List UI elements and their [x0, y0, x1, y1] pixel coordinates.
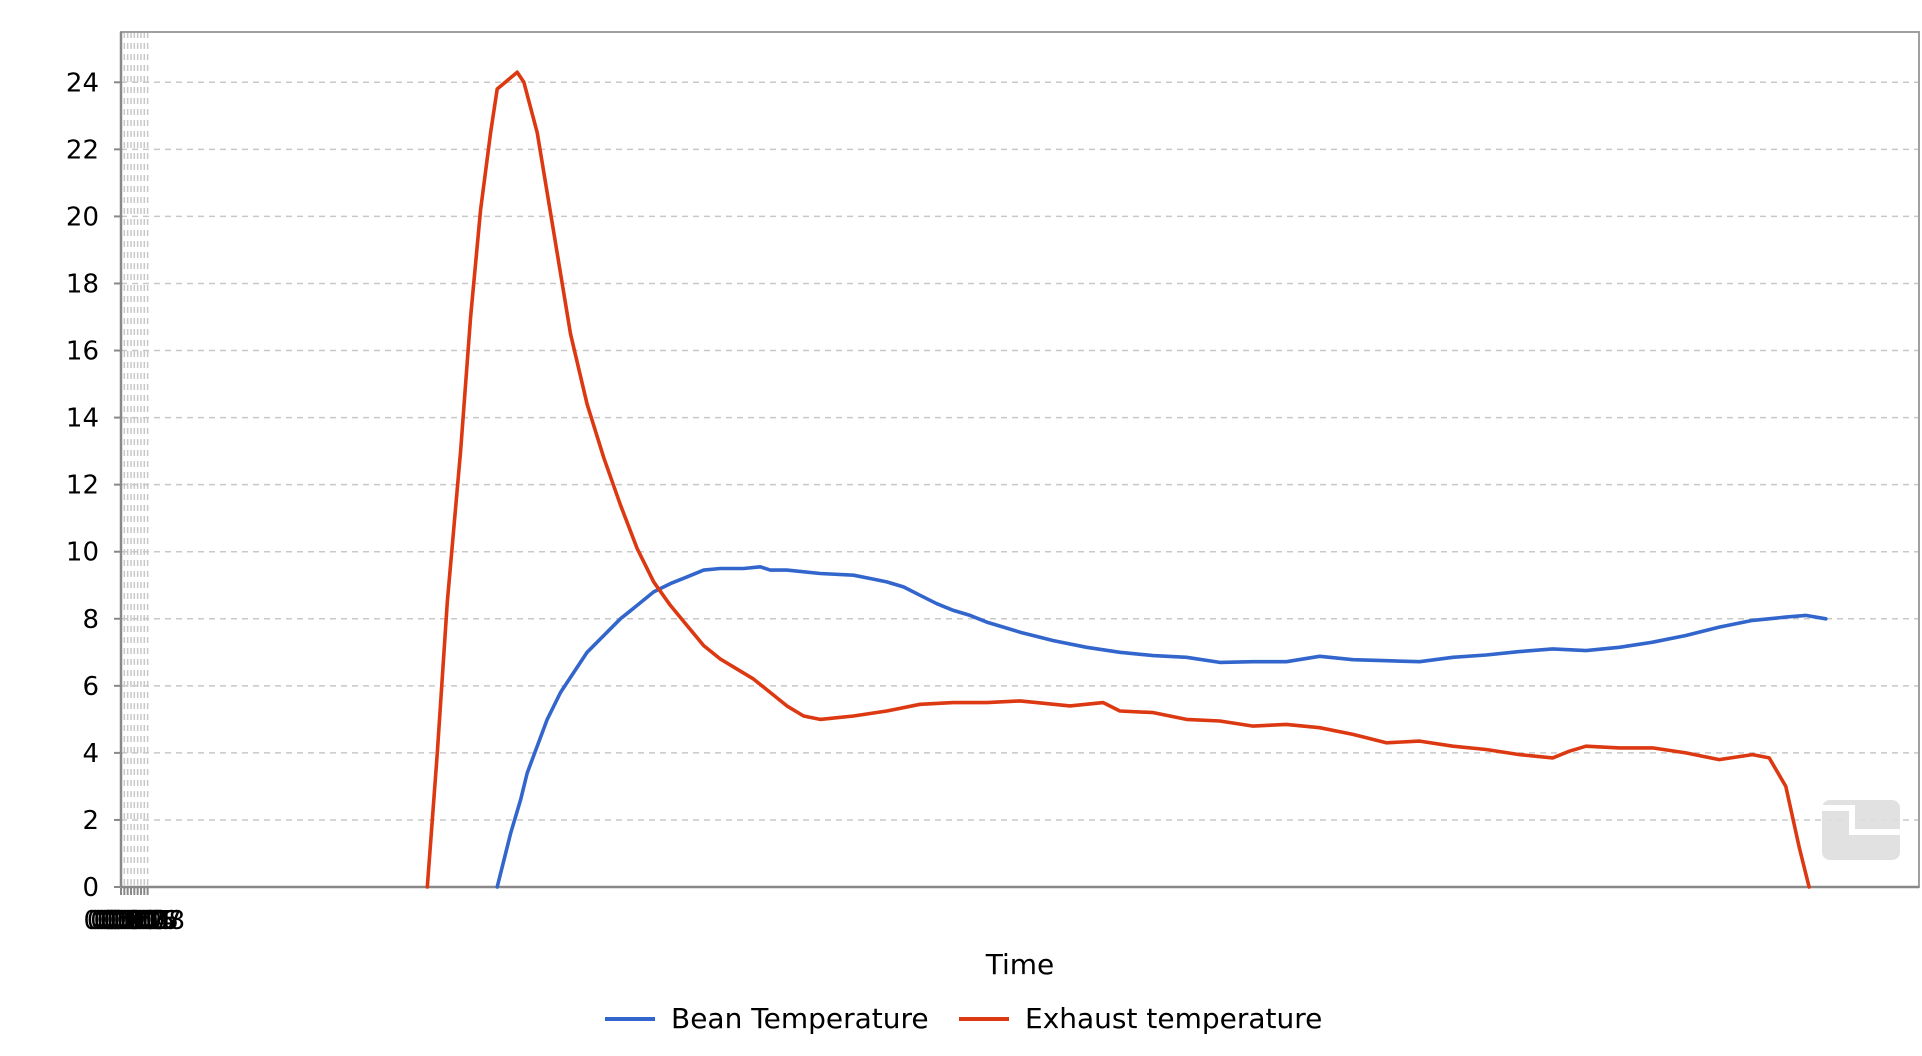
y-tick-label: 22 — [66, 135, 99, 165]
x-tick-label: 00:04 — [97, 906, 172, 936]
x-tick-label: 00:00 — [84, 906, 159, 936]
x-tick-label: 00:08 — [110, 906, 185, 936]
y-tick-label: 10 — [66, 538, 99, 568]
x-tick-label: 00:02 — [90, 906, 165, 936]
watermark-logo-icon — [1822, 800, 1900, 860]
x-tick-label: 00:06 — [104, 906, 179, 936]
series-line-1 — [425, 70, 1811, 889]
y-tick-label: 12 — [66, 471, 99, 501]
series-lines — [425, 70, 1828, 889]
y-tick-label: 16 — [66, 337, 99, 367]
series-line-0 — [495, 565, 1828, 889]
legend: Bean Temperature Exhaust temperature — [605, 1002, 1322, 1035]
y-tick-label: 4 — [82, 739, 99, 769]
legend-label: Exhaust temperature — [1025, 1002, 1322, 1035]
axes: 02468101214161820222400:0000:0100:0200:0… — [66, 31, 1920, 936]
x-tick-label: 00:07 — [107, 906, 182, 936]
x-tick-label: 00:03 — [94, 906, 169, 936]
y-tick-label: 0 — [82, 873, 99, 903]
legend-label: Bean Temperature — [671, 1002, 929, 1035]
x-tick-label: 00:01 — [87, 906, 162, 936]
y-tick-label: 24 — [66, 68, 99, 98]
y-tick-label: 14 — [66, 404, 99, 434]
grid — [121, 32, 1919, 887]
y-tick-label: 2 — [82, 806, 99, 836]
x-axis-title: Time — [985, 948, 1055, 981]
y-tick-label: 6 — [82, 672, 99, 702]
y-tick-label: 18 — [66, 269, 99, 299]
y-tick-label: 8 — [82, 605, 99, 635]
plot-frame — [120, 31, 1920, 888]
x-tick-label: 00:05 — [100, 906, 175, 936]
y-tick-label: 20 — [66, 202, 99, 232]
